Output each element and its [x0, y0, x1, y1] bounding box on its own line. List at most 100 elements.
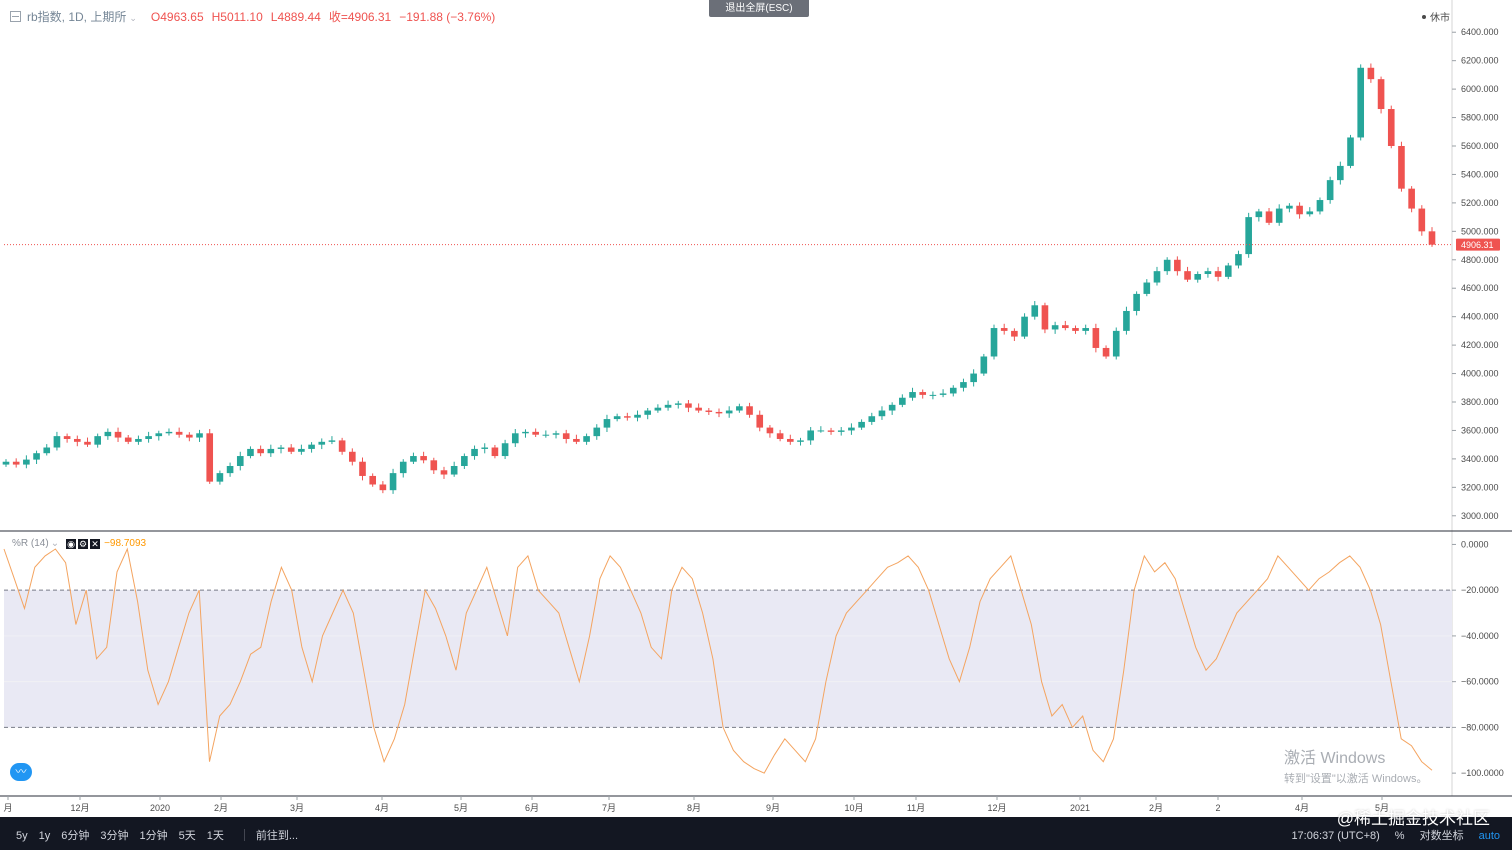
eye-icon[interactable]: ◉: [66, 539, 77, 549]
indicator-tick-label: −20.0000: [1461, 585, 1499, 595]
price-tick-label: 4600.000: [1461, 283, 1499, 293]
candle: [960, 382, 967, 388]
ohlc-high: H5011.10: [211, 10, 263, 24]
candle: [511, 433, 519, 444]
candle: [94, 436, 101, 445]
candle: [247, 448, 254, 457]
range-6min[interactable]: 6分钟: [61, 830, 90, 842]
price-tick-label: 3200.000: [1461, 482, 1499, 492]
indicator-legend: %R (14) ⌄ ◉ ⚙ ✕ −98.7093: [12, 538, 146, 549]
settings-icon[interactable]: ⚙: [78, 539, 89, 549]
price-tick-label: 5200.000: [1461, 198, 1499, 208]
collapse-legend-icon[interactable]: [10, 11, 21, 22]
candle: [1286, 205, 1293, 209]
candle: [542, 434, 550, 436]
candle: [124, 437, 132, 442]
candle: [878, 410, 886, 417]
price-tick-label: 3400.000: [1461, 454, 1499, 464]
candle: [736, 406, 743, 411]
candle: [756, 414, 764, 428]
range-1min[interactable]: 1分钟: [139, 830, 168, 842]
candle: [206, 433, 214, 482]
ohlc-close: 收=4906.31: [328, 10, 392, 24]
goto-date-button[interactable]: 前往到...: [255, 830, 299, 842]
overbought-oversold-band: [4, 590, 1452, 728]
log-scale-toggle[interactable]: 对数坐标: [1419, 830, 1464, 842]
price-tick-label: 5000.000: [1461, 226, 1499, 236]
indicator-chevron-icon[interactable]: ⌄: [50, 538, 60, 549]
chevron-down-icon[interactable]: ⌄: [129, 13, 137, 23]
indicator-title[interactable]: %R (14): [12, 538, 49, 549]
candle: [695, 407, 702, 411]
candle: [1337, 165, 1344, 181]
time-tick-label: 11月: [907, 803, 925, 813]
candle: [1428, 231, 1436, 245]
candle: [196, 433, 203, 438]
time-tick-label: 2: [1215, 803, 1220, 813]
candle: [1367, 67, 1375, 80]
candle: [634, 414, 641, 418]
candle: [522, 431, 529, 434]
percent-scale-toggle[interactable]: %: [1394, 830, 1405, 842]
candle: [746, 406, 753, 415]
range-3min[interactable]: 3分钟: [100, 830, 129, 842]
candle: [797, 440, 804, 442]
price-tick-label: 3000.000: [1461, 511, 1499, 521]
range-5y[interactable]: 5y: [16, 830, 28, 842]
candle: [980, 356, 988, 374]
candle: [216, 473, 224, 482]
range-1d[interactable]: 1天: [206, 830, 224, 842]
candle: [1194, 274, 1202, 280]
time-tick-label: 2021: [1070, 803, 1090, 813]
time-tick-label: 5月: [454, 803, 468, 813]
candle: [318, 441, 326, 445]
candle: [1296, 205, 1303, 215]
candle: [1347, 137, 1354, 166]
candle: [84, 441, 91, 445]
time-tick-label: 4月: [1295, 803, 1309, 813]
candle: [1011, 330, 1018, 337]
candle: [1204, 271, 1212, 274]
candle: [1245, 217, 1252, 255]
candle: [236, 456, 244, 466]
candle: [1133, 293, 1140, 311]
indicator-tick-label: 0.0000: [1461, 539, 1489, 549]
exit-fullscreen-hint[interactable]: 退出全屏(ESC): [709, 0, 809, 17]
chart-canvas[interactable]: 3000.000 3200.000 3400.000 3600.000 3800.000…: [0, 0, 1512, 817]
candle: [491, 447, 499, 457]
candle: [583, 436, 590, 442]
watermark-line-1: 激活 Windows: [1284, 750, 1386, 767]
range-1y[interactable]: 1y: [38, 830, 51, 842]
symbol-title[interactable]: rb指数, 1D, 上期所: [27, 10, 127, 24]
candle: [990, 328, 998, 357]
candle: [1316, 200, 1324, 212]
time-tick-label: 5月: [1375, 803, 1389, 813]
market-status: 休市: [1422, 9, 1450, 24]
candle: [1112, 330, 1120, 357]
range-5d[interactable]: 5天: [178, 830, 196, 842]
candle: [349, 451, 356, 462]
candle: [837, 430, 845, 432]
price-tick-label: 3600.000: [1461, 425, 1499, 435]
candle: [1163, 259, 1171, 272]
indicator-tick-label: −100.0000: [1461, 768, 1504, 778]
candle: [1214, 271, 1222, 277]
candle: [165, 431, 173, 434]
candle: [267, 448, 275, 454]
clock[interactable]: 17:06:37 (UTC+8): [1291, 830, 1380, 842]
candle: [399, 461, 407, 474]
candle: [410, 456, 417, 462]
close-icon[interactable]: ✕: [90, 539, 101, 549]
tradingview-logo-icon[interactable]: 〰: [10, 763, 32, 781]
candle: [175, 431, 183, 435]
windows-activation-watermark: 激活 Windows 转到"设置"以激活 Windows。: [1284, 744, 1428, 786]
indicator-value: −98.7093: [104, 538, 147, 549]
candle: [1041, 305, 1049, 330]
candle: [1051, 325, 1059, 330]
candle: [654, 407, 662, 411]
auto-scale-toggle[interactable]: auto: [1478, 830, 1500, 842]
candle: [461, 456, 468, 466]
candle: [338, 440, 346, 452]
candle: [817, 430, 825, 432]
